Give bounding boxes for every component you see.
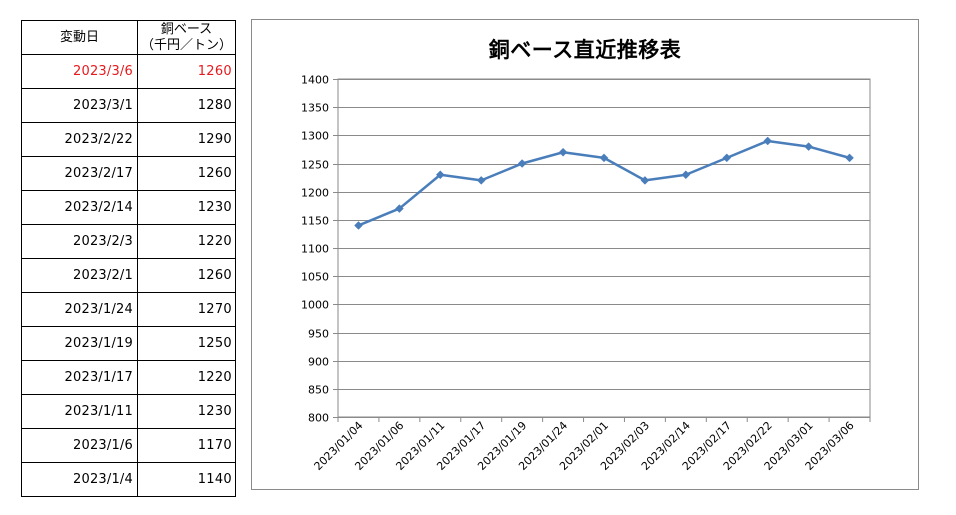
table-row: 2023/1/17 1220 bbox=[21, 360, 236, 395]
y-tick-label: 1100 bbox=[301, 243, 329, 256]
y-tick-label: 800 bbox=[308, 412, 329, 425]
table-row: 2023/2/22 1290 bbox=[21, 122, 236, 157]
data-point bbox=[804, 142, 813, 151]
row-date: 2023/1/11 bbox=[21, 394, 138, 429]
row-date: 2023/2/17 bbox=[21, 156, 138, 191]
data-point bbox=[640, 176, 650, 185]
row-date: 2023/2/3 bbox=[21, 224, 138, 259]
chart-area: 銅ベース直近推移表 800 850 900 950 1000 1050 1100 1150 12… bbox=[251, 19, 919, 490]
line-chart: 800 850 900 950 1000 1050 1100 1150 1200 1250 1300… bbox=[301, 74, 871, 473]
row-date: 2023/2/22 bbox=[21, 122, 138, 157]
table-row: 2023/1/19 1250 bbox=[21, 326, 236, 361]
table-row: 2023/2/17 1260 bbox=[21, 156, 236, 191]
row-date: 2023/1/19 bbox=[21, 326, 138, 361]
data-point bbox=[435, 170, 445, 180]
row-price: 1260 bbox=[137, 156, 236, 191]
table-row: 2023/3/1 1280 bbox=[21, 88, 236, 123]
row-date: 2023/3/1 bbox=[21, 88, 138, 123]
y-tick-label: 1300 bbox=[301, 130, 329, 143]
y-tick-label: 1200 bbox=[301, 187, 329, 200]
row-date: 2023/2/14 bbox=[21, 190, 138, 225]
table-body: 2023/3/6 1260 2023/3/1 1280 2023/2/22 1290 202… bbox=[21, 54, 236, 497]
copper-price-table: 変動日 銅ベース （千円／トン） 2023/3/6 1260 2023/3/1 128… bbox=[21, 20, 236, 497]
y-tick-label: 950 bbox=[308, 328, 329, 341]
data-point bbox=[763, 136, 773, 146]
header-copper-base: 銅ベース （千円／トン） bbox=[137, 20, 236, 55]
row-date: 2023/1/4 bbox=[21, 462, 138, 497]
chart-title: 銅ベース直近推移表 bbox=[488, 38, 682, 62]
row-date: 2023/1/17 bbox=[21, 360, 138, 395]
row-price: 1250 bbox=[137, 326, 236, 361]
data-point bbox=[681, 170, 691, 180]
table-row: 2023/1/4 1140 bbox=[21, 462, 236, 497]
header-copper-base-unit: （千円／トン） bbox=[140, 37, 232, 53]
y-tick-label: 1250 bbox=[301, 159, 329, 172]
data-point bbox=[599, 153, 609, 163]
row-price: 1230 bbox=[137, 190, 236, 225]
y-tick-label: 1400 bbox=[301, 74, 329, 87]
table-row: 2023/3/6 1260 bbox=[21, 54, 236, 89]
row-price: 1280 bbox=[137, 88, 236, 123]
y-tick-label: 1350 bbox=[301, 102, 329, 115]
data-point bbox=[395, 204, 404, 213]
row-price: 1220 bbox=[137, 360, 236, 395]
data-point bbox=[845, 153, 854, 163]
table-row: 2023/2/3 1220 bbox=[21, 224, 236, 259]
header-copper-base-line1: 銅ベース bbox=[160, 21, 213, 37]
table-row: 2023/2/1 1260 bbox=[21, 258, 236, 293]
data-point bbox=[517, 159, 527, 168]
row-price: 1140 bbox=[137, 462, 236, 497]
y-tick-label: 850 bbox=[308, 384, 329, 397]
row-date: 2023/2/1 bbox=[21, 258, 138, 293]
table-row: 2023/1/24 1270 bbox=[21, 292, 236, 327]
row-price: 1270 bbox=[137, 292, 236, 327]
data-point bbox=[558, 147, 568, 157]
data-point bbox=[354, 221, 363, 230]
table-row: 2023/1/11 1230 bbox=[21, 394, 236, 429]
table-header-row: 変動日 銅ベース （千円／トン） bbox=[21, 20, 236, 55]
row-date: 2023/1/24 bbox=[21, 292, 138, 327]
row-date: 2023/1/6 bbox=[21, 428, 138, 463]
table-row: 2023/1/6 1170 bbox=[21, 428, 236, 463]
y-tick-label: 1050 bbox=[301, 271, 329, 284]
y-tick-label: 1150 bbox=[301, 215, 329, 228]
row-price: 1290 bbox=[137, 122, 236, 157]
row-price: 1260 bbox=[137, 258, 236, 293]
data-point bbox=[476, 176, 486, 185]
table-row: 2023/2/14 1230 bbox=[21, 190, 236, 225]
row-price: 1260 bbox=[137, 54, 236, 89]
row-price: 1220 bbox=[137, 224, 236, 259]
y-tick-label: 1000 bbox=[301, 299, 329, 312]
y-tick-label: 900 bbox=[308, 356, 329, 369]
row-price: 1170 bbox=[137, 428, 236, 463]
row-date: 2023/3/6 bbox=[21, 54, 138, 89]
row-price: 1230 bbox=[137, 394, 236, 429]
header-change-date: 変動日 bbox=[21, 20, 138, 55]
data-point bbox=[722, 153, 732, 163]
